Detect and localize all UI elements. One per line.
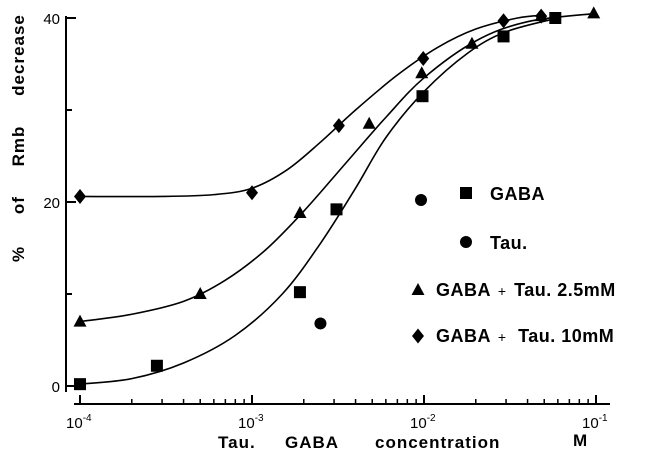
curve-gaba	[79, 17, 559, 385]
data-point-gaba_tau_10	[332, 118, 345, 134]
x-tick-base: 10	[238, 415, 255, 432]
y-label-decrease: decrease	[9, 14, 28, 96]
data-point-gaba_tau_10	[497, 13, 510, 29]
legend-marker-triangle	[411, 283, 425, 295]
data-point-gaba	[293, 286, 306, 299]
legend-marker-circle	[415, 194, 427, 206]
y-label-of: of	[9, 196, 28, 214]
x-tick-label: 10-4	[66, 413, 92, 432]
data-point-gaba	[330, 203, 343, 216]
y-axis-label: % of Rmb decrease	[9, 14, 28, 262]
x-tick-base: 10	[66, 415, 83, 432]
data-point-gaba	[416, 90, 429, 103]
legend-plus-sign: +	[498, 329, 507, 345]
data-point-gaba_tau_2_5	[193, 287, 207, 299]
x-axis-label-concentration: concentration	[375, 433, 500, 452]
legend-marker-diamond	[412, 328, 424, 344]
legend-gaba-word: GABA	[436, 326, 490, 346]
data-points	[73, 6, 601, 391]
y-axis-ticks: 0 20 40	[43, 11, 76, 396]
x-tick-label: 10-1	[582, 413, 608, 432]
curve-gaba_tau_10	[79, 14, 545, 198]
x-tick-exponent: -4	[83, 413, 92, 424]
data-point-gaba_tau_10	[535, 8, 548, 24]
legend-tau-concentration: Tau. 2.5mM	[514, 280, 616, 300]
data-point-gaba_tau_2_5	[415, 66, 429, 79]
data-point-gaba_tau_2_5	[362, 116, 376, 129]
legend-gaba-word: GABA	[436, 280, 490, 300]
x-tick-label: 10-3	[238, 413, 264, 432]
data-point-gaba_tau_10	[74, 188, 86, 204]
legend-marker-circle	[460, 236, 472, 248]
x-tick-exponent: -2	[427, 413, 436, 424]
x-tick-base: 10	[410, 415, 427, 432]
y-label-rmb: Rmb	[9, 126, 28, 167]
data-point-tau	[314, 317, 327, 330]
legend-label-gaba-tau-10: GABA + Tau. 10mM	[436, 326, 614, 346]
legend-label-tau: Tau.	[490, 233, 528, 253]
data-point-gaba	[150, 359, 163, 372]
data-point-gaba_tau_2_5	[587, 6, 601, 19]
data-point-gaba_tau_10	[417, 50, 430, 66]
legend-markers	[411, 187, 472, 344]
data-point-gaba	[549, 12, 562, 24]
curve-gaba_tau_2_5	[79, 12, 597, 323]
x-axis-label-unit: M	[573, 431, 588, 450]
x-axis-label-tau: Tau.	[218, 433, 256, 452]
x-tick-label: 10-2	[410, 413, 436, 432]
data-point-gaba_tau_2_5	[73, 314, 87, 327]
data-point-gaba_tau_2_5	[465, 36, 479, 49]
y-label-percent: %	[9, 246, 28, 262]
data-point-gaba	[497, 30, 510, 43]
legend: GABA Tau. GABA + Tau. 2.5mM GABA + Tau. …	[411, 184, 616, 346]
x-axis-label-gaba: GABA	[285, 433, 339, 452]
legend-tau-concentration: Tau. 10mM	[518, 326, 614, 346]
data-point-gaba_tau_2_5	[293, 206, 307, 219]
x-tick-exponent: -1	[599, 413, 608, 424]
legend-label-gaba: GABA	[490, 184, 545, 204]
data-point-gaba_tau_10	[246, 185, 258, 201]
y-tick-label: 0	[52, 379, 60, 396]
legend-plus-sign: +	[498, 283, 507, 299]
fitted-curves	[79, 12, 597, 385]
x-axis-ticks: 10-4 10-3 10-2 10-1	[66, 395, 608, 432]
y-tick-label: 40	[43, 11, 60, 28]
data-point-gaba	[74, 378, 86, 391]
y-tick-label: 20	[43, 195, 60, 212]
legend-marker-square	[460, 187, 472, 199]
legend-label-gaba-tau-2-5: GABA + Tau. 2.5mM	[436, 280, 616, 300]
x-tick-base: 10	[582, 415, 599, 432]
x-tick-exponent: -3	[255, 413, 264, 424]
